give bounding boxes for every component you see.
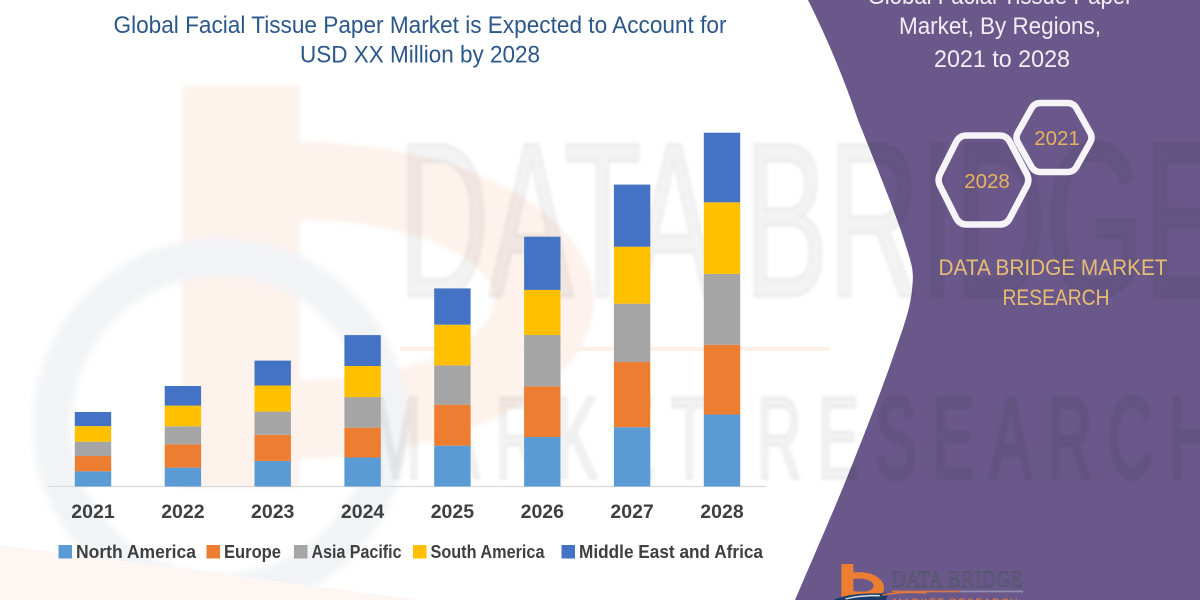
svg-text:North America: North America xyxy=(76,541,197,562)
svg-text:South America: South America xyxy=(431,541,546,562)
svg-text:USD XX Million by 2028: USD XX Million by 2028 xyxy=(300,42,540,69)
svg-text:RESEARCH: RESEARCH xyxy=(1003,285,1110,310)
svg-text:Middle East and Africa: Middle East and Africa xyxy=(579,541,764,562)
svg-text:2021: 2021 xyxy=(71,501,115,523)
svg-text:2025: 2025 xyxy=(431,501,475,523)
svg-text:2022: 2022 xyxy=(161,501,205,523)
svg-text:MARKET RESEARCH: MARKET RESEARCH xyxy=(893,597,1019,600)
svg-text:Global Facial Tissue Paper: Global Facial Tissue Paper xyxy=(868,0,1133,10)
svg-text:MARKET RESEARCH: MARKET RESEARCH xyxy=(370,373,1200,503)
svg-text:2026: 2026 xyxy=(521,501,565,523)
svg-text:2027: 2027 xyxy=(610,501,653,523)
svg-text:2021: 2021 xyxy=(1034,127,1080,150)
svg-text:Europe: Europe xyxy=(224,541,281,562)
svg-text:2023: 2023 xyxy=(251,501,295,523)
svg-text:2021 to 2028: 2021 to 2028 xyxy=(934,46,1070,73)
svg-text:2024: 2024 xyxy=(341,501,385,523)
svg-text:DATA BRIDGE: DATA BRIDGE xyxy=(892,567,1023,592)
svg-text:Asia Pacific: Asia Pacific xyxy=(312,541,402,562)
svg-text:Market, By Regions,: Market, By Regions, xyxy=(899,13,1101,40)
svg-text:2028: 2028 xyxy=(700,501,744,523)
svg-text:Global Facial Tissue Paper Mar: Global Facial Tissue Paper Market is Exp… xyxy=(114,12,727,39)
svg-text:DATA BRIDGE MARKET: DATA BRIDGE MARKET xyxy=(939,255,1168,280)
svg-text:2028: 2028 xyxy=(964,170,1010,193)
